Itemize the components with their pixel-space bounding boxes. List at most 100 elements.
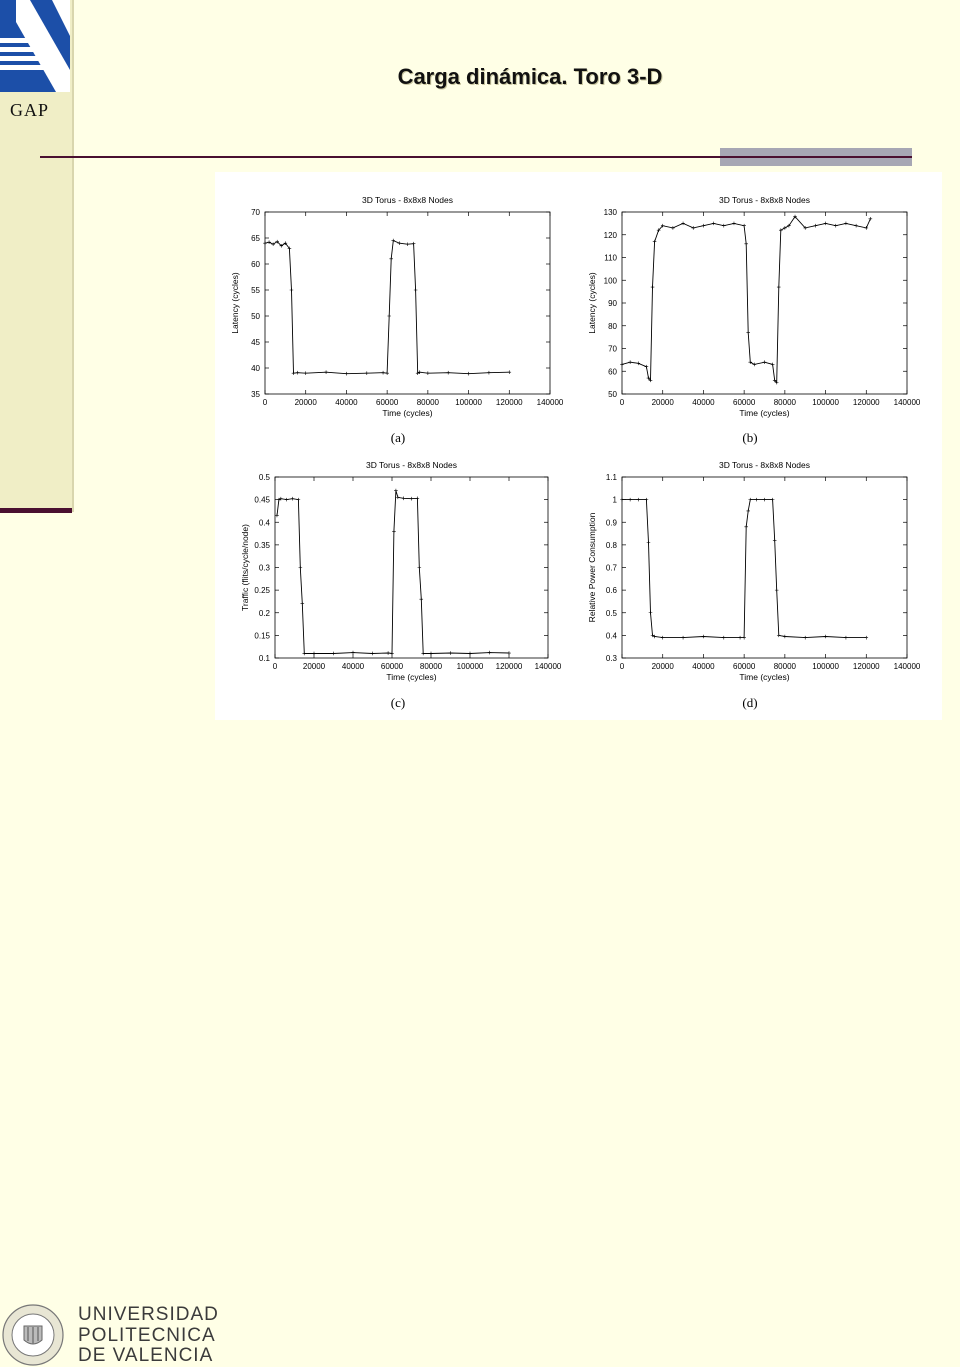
data-point	[778, 228, 783, 232]
data-point	[793, 214, 797, 219]
data-point	[628, 360, 632, 364]
x-tick-label: 140000	[894, 398, 921, 407]
x-tick-label: 60000	[376, 398, 399, 407]
data-point	[754, 497, 759, 502]
x-tick-label: 20000	[652, 662, 675, 671]
y-tick-label: 0.25	[254, 586, 270, 595]
x-tick-label: 120000	[496, 398, 523, 407]
y-tick-label: 0.4	[259, 518, 271, 527]
data-point	[701, 223, 706, 228]
y-tick-label: 0.3	[606, 654, 618, 663]
data-point	[803, 635, 808, 640]
plot-frame	[274, 476, 549, 659]
x-tick-label: 60000	[733, 398, 756, 407]
data-point	[748, 497, 753, 502]
plot-frame	[621, 476, 908, 659]
y-tick-label: 35	[251, 390, 260, 399]
x-axis-label: Time (cycles)	[386, 672, 436, 682]
x-tick-label: 20000	[295, 398, 318, 407]
y-tick-label: 45	[251, 338, 260, 347]
data-point	[290, 496, 295, 501]
data-point	[387, 314, 391, 318]
x-tick-label: 0	[263, 398, 268, 407]
data-point	[823, 221, 828, 226]
series-line	[621, 215, 871, 384]
page-title: Carga dinámica. Toro 3-D	[397, 64, 663, 89]
data-point	[732, 221, 736, 226]
data-point	[370, 651, 375, 656]
data-point	[650, 633, 655, 638]
y-tick-label: 0.6	[606, 586, 618, 595]
data-point	[415, 496, 420, 501]
panel-caption: (d)	[742, 695, 757, 710]
y-tick-label: 130	[604, 208, 618, 217]
y-axis-label: Latency (cycles)	[230, 272, 240, 334]
data-point	[279, 496, 283, 501]
data-point	[738, 635, 742, 640]
data-point	[275, 513, 279, 518]
data-point	[446, 370, 451, 375]
data-point	[419, 597, 424, 601]
x-axis-label: Time (cycles)	[739, 672, 789, 682]
y-tick-label: 110	[604, 254, 617, 263]
university-line-2: POLITECNICA	[78, 1324, 216, 1346]
data-point	[413, 288, 418, 292]
data-point	[401, 496, 406, 501]
x-tick-label: 0	[620, 662, 625, 671]
data-point	[415, 371, 420, 375]
data-point	[298, 565, 303, 570]
data-point	[389, 257, 394, 261]
data-point	[783, 634, 787, 639]
data-point	[644, 497, 649, 502]
data-point	[344, 371, 349, 376]
x-tick-label: 140000	[535, 662, 562, 671]
x-tick-label: 120000	[853, 662, 880, 671]
data-point	[721, 635, 726, 640]
data-point	[681, 635, 685, 640]
x-tick-label: 0	[620, 398, 625, 407]
data-point	[813, 223, 818, 228]
data-point	[391, 238, 396, 243]
plot-frame	[621, 211, 908, 395]
data-point	[392, 529, 396, 534]
data-point	[417, 370, 422, 374]
data-point	[487, 650, 492, 655]
data-point	[748, 360, 753, 364]
data-point	[864, 635, 869, 640]
university-line-3: DE VALENCIA	[78, 1345, 214, 1366]
data-point	[762, 360, 767, 364]
data-point	[405, 242, 410, 247]
series-line	[276, 490, 510, 655]
x-tick-label: 80000	[420, 662, 443, 671]
x-tick-label: 120000	[853, 398, 880, 407]
y-tick-label: 50	[251, 312, 260, 321]
y-tick-label: 0.9	[606, 518, 618, 527]
data-point	[291, 371, 296, 375]
x-tick-label: 60000	[733, 662, 756, 671]
x-tick-label: 100000	[812, 662, 839, 671]
x-tick-label: 100000	[457, 662, 484, 671]
data-point	[628, 497, 632, 502]
data-point	[468, 651, 472, 656]
x-axis-label: Time (cycles)	[739, 408, 789, 418]
y-tick-label: 0.5	[259, 473, 271, 482]
data-point	[289, 288, 294, 292]
data-point	[331, 651, 336, 656]
y-axis-label: Latency (cycles)	[587, 272, 597, 334]
data-point	[303, 371, 308, 375]
plot-frame	[264, 211, 551, 395]
data-point	[296, 497, 301, 502]
data-point	[620, 362, 624, 367]
chart-3: 3D Torus - 8x8x8 Nodes 0 20000 40000 60000 80…	[240, 460, 562, 710]
data-point	[277, 497, 281, 502]
data-point	[776, 633, 781, 638]
data-point	[507, 370, 512, 374]
university-footer: UNIVERSIDAD POLITECNICA DE VALENCIA	[0, 650, 218, 1366]
chart-title: 3D Torus - 8x8x8 Nodes	[362, 195, 453, 205]
x-tick-label: 20000	[652, 398, 675, 407]
data-point	[263, 241, 267, 245]
data-point	[803, 226, 808, 230]
data-point	[364, 371, 369, 375]
x-tick-label: 0	[273, 662, 278, 671]
